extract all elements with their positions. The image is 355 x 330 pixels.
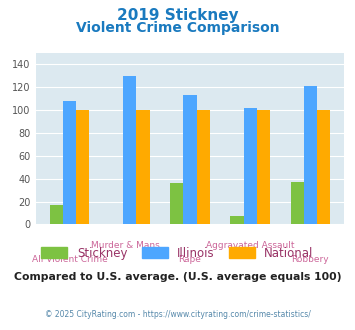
Text: Rape: Rape: [179, 255, 201, 264]
Bar: [76, 110, 89, 224]
Legend: Stickney, Illinois, National: Stickney, Illinois, National: [37, 242, 318, 264]
Text: 2019 Stickney: 2019 Stickney: [117, 8, 238, 23]
Text: Aggravated Assault: Aggravated Assault: [206, 241, 294, 250]
Text: All Violent Crime: All Violent Crime: [32, 255, 107, 264]
Bar: [50, 205, 63, 224]
Text: © 2025 CityRating.com - https://www.cityrating.com/crime-statistics/: © 2025 CityRating.com - https://www.city…: [45, 310, 310, 319]
Text: Violent Crime Comparison: Violent Crime Comparison: [76, 21, 279, 35]
Bar: [197, 110, 210, 224]
Bar: [183, 95, 197, 224]
Bar: [136, 110, 149, 224]
Bar: [317, 110, 330, 224]
Text: Murder & Mans...: Murder & Mans...: [91, 241, 168, 250]
Bar: [290, 182, 304, 224]
Text: Robbery: Robbery: [291, 255, 329, 264]
Bar: [304, 86, 317, 224]
Bar: [257, 110, 270, 224]
Bar: [63, 101, 76, 224]
Bar: [230, 216, 244, 224]
Bar: [123, 76, 136, 224]
Bar: [170, 183, 183, 224]
Bar: [244, 108, 257, 224]
Text: Compared to U.S. average. (U.S. average equals 100): Compared to U.S. average. (U.S. average …: [14, 272, 341, 282]
